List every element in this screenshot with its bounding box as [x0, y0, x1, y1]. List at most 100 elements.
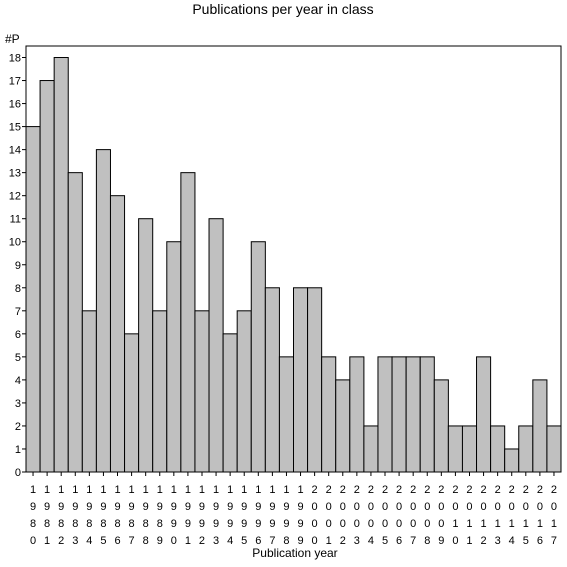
plot-frame	[25, 45, 562, 473]
y-axis-label: #P	[5, 32, 20, 46]
y-tick-label: 11	[10, 214, 21, 226]
bar-2013	[490, 425, 506, 473]
y-tick-label: 13	[9, 168, 21, 180]
y-tick-label: 12	[9, 191, 21, 203]
bar-2009	[433, 379, 449, 473]
bar-2010	[447, 425, 463, 473]
y-tick-label: 6	[15, 329, 21, 341]
bar-1999	[293, 287, 309, 473]
y-tick-label: 17	[9, 76, 21, 88]
bar-1989	[152, 310, 168, 473]
y-tick-label: 1	[15, 444, 21, 456]
y-tick-label: 14	[9, 145, 21, 157]
y-tick-label: 16	[9, 99, 21, 111]
bar-2016	[532, 379, 548, 473]
bar-1980	[25, 126, 41, 473]
chart-title: Publications per year in class	[192, 1, 373, 17]
bar-1981	[39, 80, 55, 473]
bar-2011	[461, 425, 478, 473]
y-tick-label: 2	[15, 421, 21, 433]
bar-2000	[307, 287, 323, 473]
x-axis-label: Publication year	[252, 546, 337, 560]
bar-1990	[166, 241, 182, 473]
y-tick-label: 5	[15, 352, 21, 364]
y-tick-label: 10	[9, 237, 21, 249]
bar-1994	[222, 333, 238, 473]
bar-1986	[109, 195, 126, 473]
bar-2017	[546, 425, 562, 473]
bar-1993	[208, 218, 224, 473]
bar-2004	[363, 425, 379, 473]
bar-2008	[419, 356, 435, 473]
bar-1987	[124, 333, 140, 473]
bar-1992	[194, 310, 210, 473]
y-tick-label: 18	[9, 53, 21, 65]
bar-1995	[236, 310, 252, 473]
y-tick-label: 15	[9, 122, 21, 134]
bar-1988	[138, 218, 154, 473]
y-tick-label: 9	[15, 260, 21, 272]
bar-2005	[377, 356, 393, 473]
bar-2003	[349, 356, 365, 473]
bar-1984	[81, 310, 97, 473]
y-tick-label: 7	[15, 306, 21, 318]
y-tick-label: 0	[15, 467, 21, 479]
bar-2002	[335, 379, 351, 473]
bars-group	[25, 57, 562, 473]
bar-2014	[504, 448, 520, 473]
bar-1991	[180, 172, 196, 473]
bar-1985	[95, 149, 111, 473]
y-tick-label: 4	[15, 375, 21, 387]
bar-1998	[278, 356, 295, 473]
bar-1983	[67, 172, 83, 473]
y-tick-label: 3	[15, 398, 21, 410]
bar-2015	[518, 425, 534, 473]
bar-2012	[476, 356, 492, 473]
bar-1982	[53, 57, 69, 473]
y-tick-label: 8	[15, 283, 21, 295]
bar-1996	[250, 241, 266, 473]
bar-1997	[264, 287, 280, 473]
x-ticks-group: 1 9 8 0 1 9 8 1 1 9 8 2 1 9 8 3 1 9 8 4 1 9 8 5 1 9 8 6 1 9 8 7 1 9 8 8 1 9 8 9…	[30, 472, 557, 547]
bar-2006	[391, 356, 407, 473]
